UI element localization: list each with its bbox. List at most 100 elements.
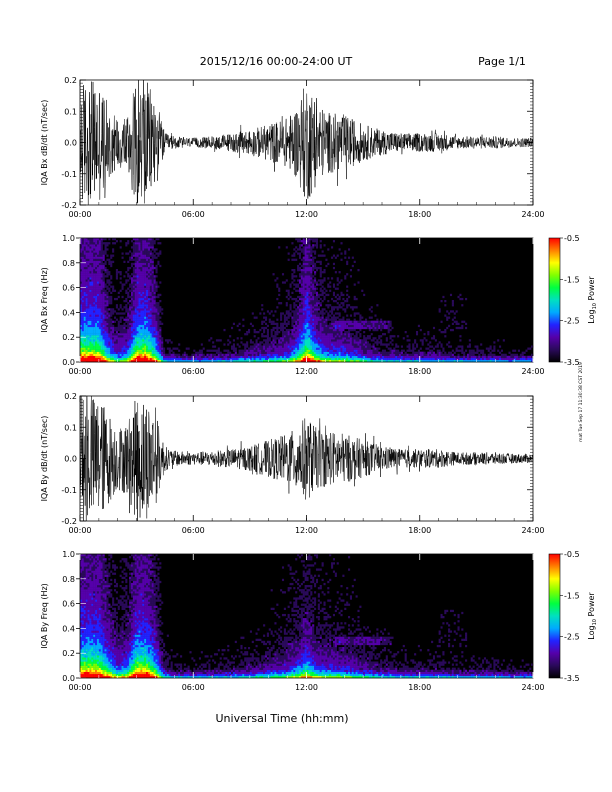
heatmap-cell <box>281 339 285 342</box>
heatmap-cell <box>130 314 134 317</box>
heatmap-cell <box>121 339 124 342</box>
heatmap-cell <box>285 324 288 328</box>
heatmap-cell <box>323 351 326 354</box>
heatmap-cell <box>448 324 451 328</box>
heatmap-cell <box>323 357 326 361</box>
heatmap-cell <box>359 316 362 319</box>
heatmap-cell <box>372 349 375 352</box>
heatmap-cell <box>336 343 339 346</box>
heatmap-cell <box>404 355 407 359</box>
heatmap-cell <box>317 266 320 270</box>
heatmap-cell <box>200 355 203 359</box>
heatmap-cell <box>170 341 173 344</box>
heatmap-cell <box>298 351 302 354</box>
heatmap-cell <box>334 331 337 334</box>
heatmap-cell <box>295 349 298 352</box>
heatmap-cell <box>308 357 311 361</box>
heatmap-cell <box>500 349 503 352</box>
heatmap-cell <box>134 347 137 350</box>
heatmap-cell <box>368 349 371 352</box>
heatmap-cell <box>308 291 311 294</box>
heatmap-cell <box>472 351 475 354</box>
heatmap-cell <box>140 324 143 328</box>
heatmap-cell <box>134 252 137 255</box>
heatmap-cell <box>115 271 118 274</box>
heatmap-cell <box>132 335 135 338</box>
heatmap-cell <box>314 357 317 361</box>
heatmap-cell <box>346 359 349 363</box>
heatmap-cell <box>272 341 275 344</box>
heatmap-cell <box>147 271 151 274</box>
heatmap-cell <box>132 287 135 290</box>
heatmap-cell <box>98 300 101 303</box>
heatmap-cell <box>461 304 464 307</box>
heatmap-cell <box>302 343 305 346</box>
heatmap-cell <box>308 349 311 352</box>
heatmap-cell <box>370 310 373 313</box>
heatmap-cell <box>295 285 298 288</box>
heatmap-cell <box>491 359 494 363</box>
heatmap-cell <box>291 339 294 342</box>
heatmap-cell <box>281 328 285 332</box>
heatmap-cell <box>348 328 351 332</box>
heatmap-cell <box>85 326 88 330</box>
heatmap-cell <box>106 308 109 311</box>
heatmap-cell <box>440 320 443 323</box>
heatmap-cell <box>96 333 100 336</box>
heatmap-cell <box>353 328 356 332</box>
heatmap-cell <box>83 285 86 288</box>
heatmap-cell <box>129 306 132 309</box>
heatmap-cell <box>155 326 158 330</box>
heatmap-cell <box>134 345 137 348</box>
heatmap-cell <box>151 262 154 266</box>
heatmap-cell <box>321 337 324 340</box>
heatmap-cell <box>395 351 398 354</box>
heatmap-cell <box>106 322 109 325</box>
heatmap-cell <box>366 320 369 323</box>
heatmap-cell <box>297 316 300 319</box>
heatmap-cell <box>121 343 124 346</box>
heatmap-cell <box>314 347 317 350</box>
heatmap-cell <box>293 333 296 336</box>
heatmap-cell <box>130 302 134 305</box>
heatmap-cell <box>87 304 90 307</box>
heatmap-cell <box>300 335 303 338</box>
heatmap-cell <box>89 252 92 255</box>
heatmap-cell <box>100 256 103 259</box>
heatmap-cell <box>147 258 151 261</box>
heatmap-cell <box>132 357 135 361</box>
heatmap-cell <box>310 318 313 321</box>
heatmap-cell <box>315 306 319 309</box>
heatmap-cell <box>291 242 294 245</box>
heatmap-cell <box>125 351 128 354</box>
heatmap-cell <box>261 349 264 352</box>
heatmap-cell <box>268 343 271 346</box>
heatmap-cell <box>438 341 441 344</box>
heatmap-cell <box>121 252 124 255</box>
heatmap-cell <box>280 351 283 354</box>
heatmap-cell <box>85 295 88 299</box>
heatmap-cell <box>319 359 322 363</box>
heatmap-cell <box>346 333 349 336</box>
heatmap-cell <box>112 287 115 290</box>
heatmap-cell <box>115 273 118 276</box>
heatmap-cell <box>374 326 377 330</box>
heatmap-cell <box>455 357 458 361</box>
heatmap-cell <box>327 304 330 307</box>
heatmap-cell <box>274 326 277 330</box>
heatmap-cell <box>325 357 328 361</box>
heatmap-cell <box>474 355 477 359</box>
heatmap-cell <box>136 347 139 350</box>
heatmap-cell <box>89 262 92 266</box>
heatmap-cell <box>308 347 311 350</box>
heatmap-cell <box>312 328 315 332</box>
heatmap-cell <box>312 295 315 299</box>
heatmap-cell <box>255 331 258 334</box>
heatmap-cell <box>80 273 83 276</box>
heatmap-cell <box>83 238 86 241</box>
heatmap-cell <box>321 322 324 325</box>
heatmap-cell <box>96 345 100 348</box>
heatmap-cell <box>134 279 137 282</box>
heatmap-cell <box>95 310 98 313</box>
heatmap-cell <box>264 351 268 354</box>
